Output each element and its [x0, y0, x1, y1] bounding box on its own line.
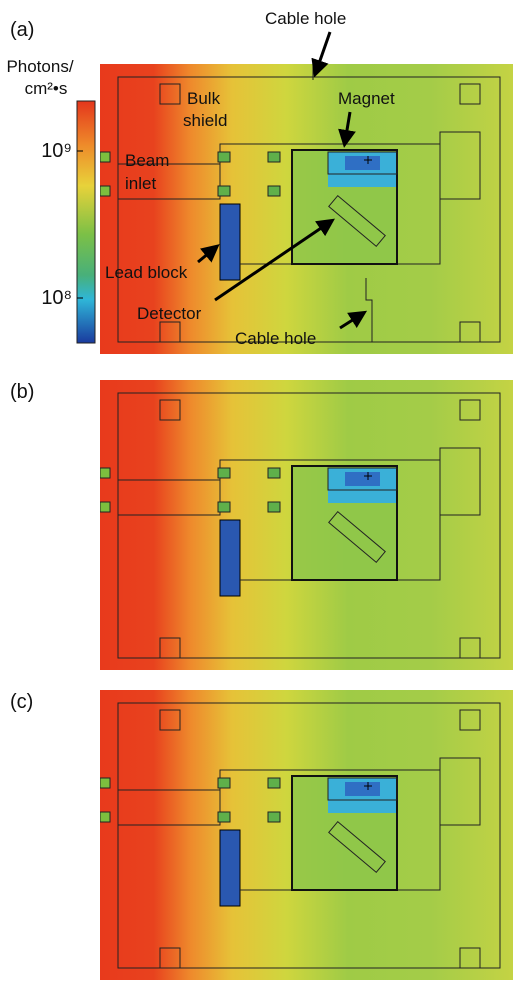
- annotation-line: inlet: [125, 174, 156, 193]
- figure: (a) Photons/ cm²•s 10⁹ 10⁸ Cable hole Bu…: [0, 0, 513, 981]
- colorbar-tick-label: 10⁸: [41, 287, 72, 309]
- heatmap: [100, 380, 513, 670]
- annotation-line: Beam: [125, 151, 169, 170]
- colorbar-title: cm²•s: [25, 79, 68, 98]
- colorbar-title: Photons/: [6, 57, 73, 76]
- annotation: Lead block: [105, 263, 188, 282]
- colorbar: [77, 101, 95, 343]
- panel-label: (c): [10, 691, 33, 713]
- annotation-line: Bulk: [187, 89, 221, 108]
- annotation: Cable hole: [235, 329, 316, 348]
- colorbar-tick-label: 10⁹: [41, 140, 72, 162]
- annotation: Detector: [137, 304, 202, 323]
- annotation: Cable hole: [265, 9, 346, 28]
- heatmap: [100, 690, 513, 980]
- panel-label: (a): [10, 19, 34, 41]
- panel-label: (b): [10, 381, 34, 403]
- annotation-line: shield: [183, 111, 227, 130]
- annotation: Magnet: [338, 89, 395, 108]
